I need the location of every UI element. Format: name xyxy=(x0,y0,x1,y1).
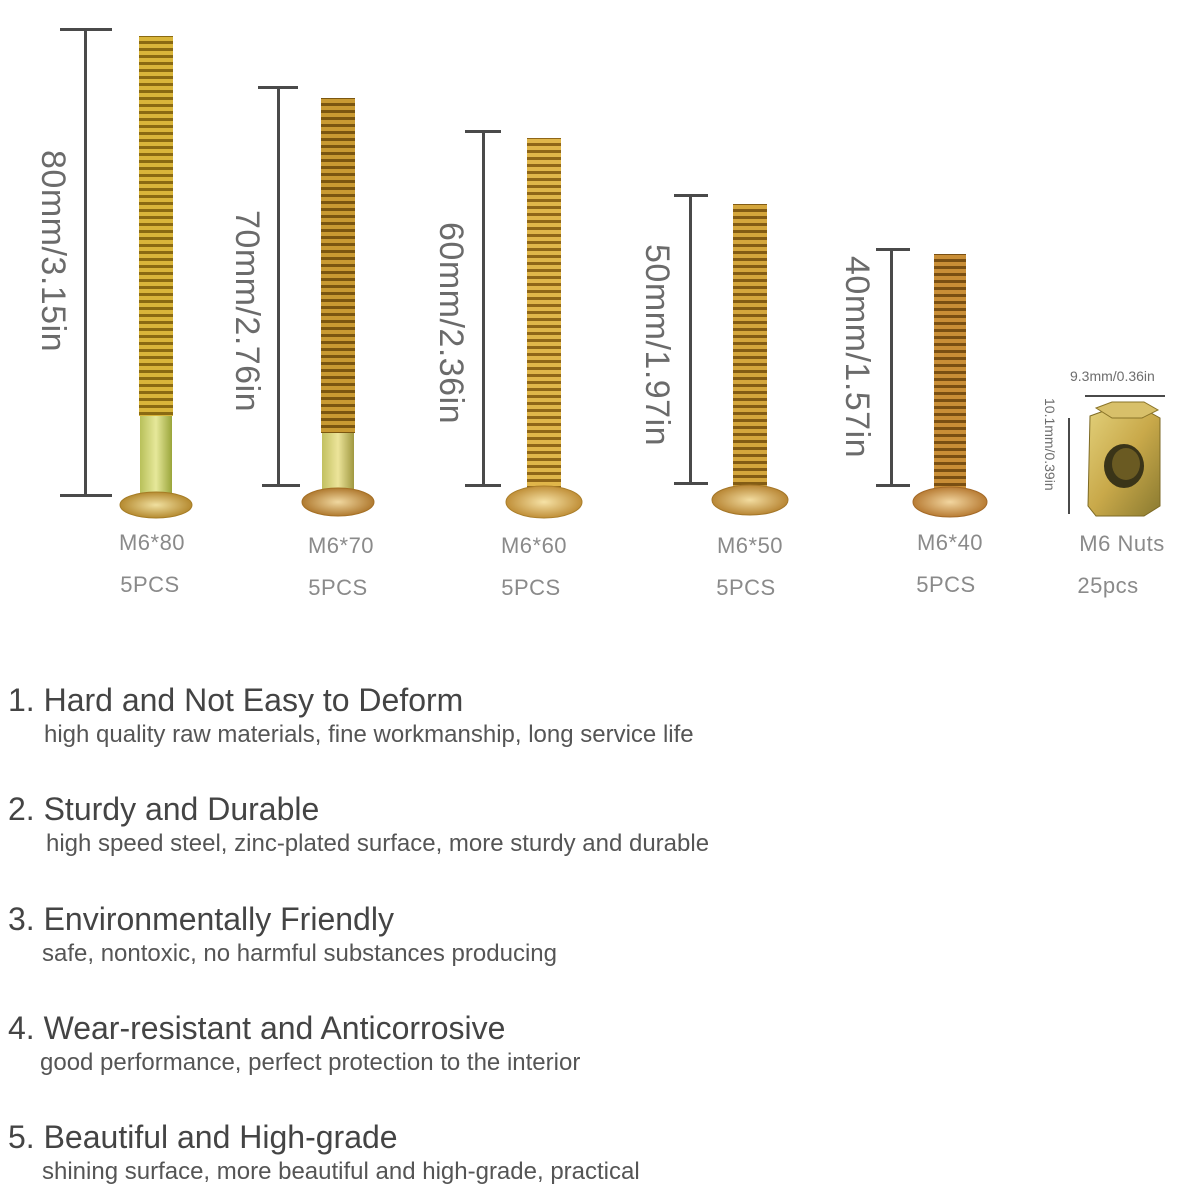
screw-count: 5PCS xyxy=(501,575,561,600)
feature-desc: safe, nontoxic, no harmful substances pr… xyxy=(42,940,557,967)
screw-image xyxy=(301,98,375,517)
nut-height-label: 10.1mm/0.39in xyxy=(1042,398,1058,491)
screw-count: 5PCS xyxy=(308,575,368,600)
dimension-label: 80mm/3.15in xyxy=(34,150,72,353)
screw-model: M6*40 xyxy=(916,530,984,555)
feature-title: 2. Sturdy and Durable xyxy=(8,791,320,827)
dimension-line xyxy=(84,28,87,496)
nut-width-line xyxy=(1085,395,1165,397)
dimension-line xyxy=(689,194,692,484)
nut-height-line xyxy=(1068,418,1070,514)
feature-item: 5. Beautiful and High-grade shining surf… xyxy=(8,1119,640,1186)
feature-title: 1. Hard and Not Easy to Deform xyxy=(8,682,464,718)
feature-item: 4. Wear-resistant and Anticorrosive good… xyxy=(8,1010,580,1077)
dimension-tick-top xyxy=(876,248,910,251)
dimension-tick-bottom xyxy=(60,494,112,497)
feature-item: 2. Sturdy and Durable high speed steel, … xyxy=(8,791,709,858)
feature-desc: high speed steel, zinc-plated surface, m… xyxy=(46,830,710,857)
dimension-tick-bottom xyxy=(674,482,708,485)
screw-count: 5PCS xyxy=(120,572,180,597)
dimension-tick-bottom xyxy=(876,484,910,487)
feature-item: 3. Environmentally Friendly safe, nontox… xyxy=(8,901,557,968)
dimension-label: 60mm/2.36in xyxy=(432,222,470,425)
screw-model: M6*70 xyxy=(307,533,375,558)
screw-model: M6*50 xyxy=(716,533,784,558)
nut-image xyxy=(1087,401,1161,517)
screw-count: 5PCS xyxy=(716,575,776,600)
nut-model: M6 Nuts xyxy=(1079,531,1165,556)
nut-width-label: 9.3mm/0.36in xyxy=(1070,368,1155,384)
screw-model: M6*80 xyxy=(118,530,186,555)
screw-model: M6*60 xyxy=(500,533,568,558)
feature-desc: high quality raw materials, fine workman… xyxy=(44,721,694,748)
screw-image xyxy=(119,36,193,519)
feature-title: 3. Environmentally Friendly xyxy=(8,901,394,937)
dimension-tick-bottom xyxy=(262,484,300,487)
feature-title: 4. Wear-resistant and Anticorrosive xyxy=(8,1010,506,1046)
feature-desc: shining surface, more beautiful and high… xyxy=(42,1158,640,1185)
screw-image xyxy=(711,204,789,516)
dimension-label: 70mm/2.76in xyxy=(228,210,266,413)
feature-item: 1. Hard and Not Easy to Deform high qual… xyxy=(8,682,694,749)
dimension-line xyxy=(277,86,280,486)
nut-count: 25pcs xyxy=(1077,573,1139,598)
feature-desc: good performance, perfect protection to … xyxy=(40,1049,581,1076)
dimension-line xyxy=(482,130,485,486)
screw-image xyxy=(912,254,988,518)
feature-title: 5. Beautiful and High-grade xyxy=(8,1119,398,1155)
screw-count: 5PCS xyxy=(916,572,976,597)
dimension-tick-bottom xyxy=(465,484,501,487)
dimension-label: 50mm/1.97in xyxy=(638,244,676,447)
dimension-label: 40mm/1.57in xyxy=(838,256,876,459)
dimension-line xyxy=(890,248,893,486)
screw-image xyxy=(505,138,583,519)
